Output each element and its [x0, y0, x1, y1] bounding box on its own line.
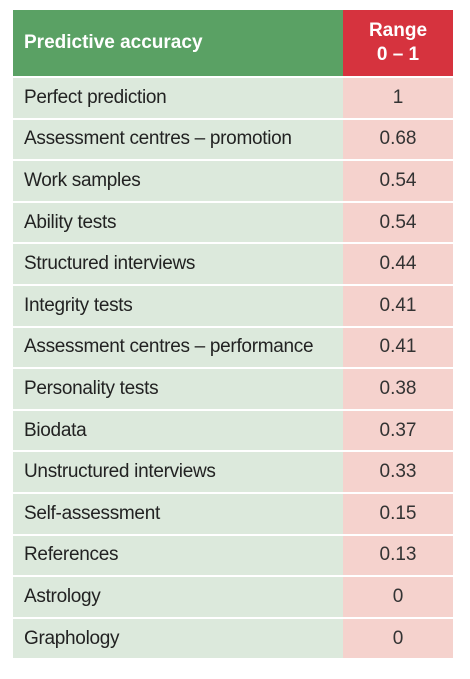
table-row: Structured interviews 0.44 — [13, 244, 453, 286]
table-row: Assessment centres – promotion 0.68 — [13, 119, 453, 162]
table-row: Graphology 0 — [13, 618, 453, 659]
table-row: Unstructured interviews 0.33 — [13, 452, 453, 494]
table-row: Ability tests 0.54 — [13, 202, 453, 245]
table-row: Astrology 0 — [13, 577, 453, 619]
row-value: 1 — [343, 78, 453, 118]
row-label: Ability tests — [13, 202, 343, 243]
row-value: 0.38 — [343, 369, 453, 409]
row-label: Assessment centres – performance — [13, 327, 343, 368]
row-value: 0.41 — [343, 327, 453, 368]
table-row: Personality tests 0.38 — [13, 369, 453, 411]
row-label: Graphology — [13, 618, 343, 659]
row-value: 0.37 — [343, 410, 453, 451]
table-row: References 0.13 — [13, 535, 453, 578]
table-row: Perfect prediction 1 — [13, 78, 453, 120]
row-value: 0 — [343, 618, 453, 659]
row-label: References — [13, 535, 343, 576]
accuracy-table: Predictive accuracy Range 0 – 1 Perfect … — [13, 10, 453, 659]
row-label: Integrity tests — [13, 285, 343, 326]
row-label: Structured interviews — [13, 244, 343, 284]
row-label: Self-assessment — [13, 493, 343, 534]
row-label: Unstructured interviews — [13, 452, 343, 492]
table-row: Self-assessment 0.15 — [13, 493, 453, 536]
row-label: Personality tests — [13, 369, 343, 409]
row-value: 0 — [343, 577, 453, 617]
table-row: Integrity tests 0.41 — [13, 285, 453, 328]
header-range-label: Range — [368, 20, 428, 41]
table-row: Work samples 0.54 — [13, 161, 453, 203]
row-label: Assessment centres – promotion — [13, 119, 343, 160]
header-title: Predictive accuracy — [13, 10, 343, 76]
header-range-scale: 0 – 1 — [376, 44, 420, 65]
row-label: Astrology — [13, 577, 343, 617]
table-header: Predictive accuracy Range 0 – 1 — [13, 10, 453, 78]
row-label: Work samples — [13, 161, 343, 201]
table-row: Assessment centres – performance 0.41 — [13, 327, 453, 370]
row-value: 0.54 — [343, 202, 453, 243]
table-row: Biodata 0.37 — [13, 410, 453, 453]
row-label: Biodata — [13, 410, 343, 451]
row-value: 0.54 — [343, 161, 453, 201]
row-value: 0.15 — [343, 493, 453, 534]
row-value: 0.41 — [343, 285, 453, 326]
header-range: Range 0 – 1 — [343, 10, 453, 76]
row-value: 0.44 — [343, 244, 453, 284]
row-value: 0.33 — [343, 452, 453, 492]
row-value: 0.68 — [343, 119, 453, 160]
row-label: Perfect prediction — [13, 78, 343, 118]
row-value: 0.13 — [343, 535, 453, 576]
